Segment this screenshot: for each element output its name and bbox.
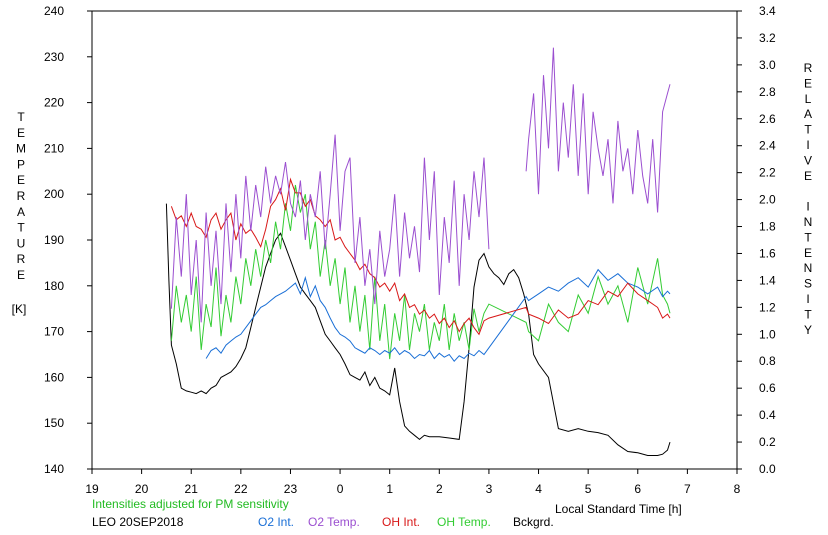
right-tick-label: 1.0 [759, 327, 776, 341]
left-axis-letter: R [17, 252, 26, 266]
left-axis-letter: R [17, 189, 26, 203]
series-line-ohint [170, 177, 671, 336]
right-axis-letter: Y [804, 323, 812, 337]
left-axis-letter: T [17, 110, 25, 124]
right-tick-label: 0.0 [759, 462, 776, 476]
right-tick-label: 0.6 [759, 381, 776, 395]
left-tick-label: 150 [44, 416, 64, 430]
legend-entry: O2 Int. [258, 515, 294, 529]
right-tick-label: 3.4 [759, 4, 776, 18]
left-axis-letter: E [17, 173, 25, 187]
left-tick-label: 230 [44, 50, 64, 64]
left-axis-letter: M [16, 142, 26, 156]
x-tick-label: 5 [585, 482, 592, 496]
left-tick-label: 190 [44, 233, 64, 247]
right-tick-label: 2.8 [759, 85, 776, 99]
x-tick-label: 6 [634, 482, 641, 496]
right-tick-label: 0.2 [759, 435, 776, 449]
station-label: LEO 20SEP2018 [92, 515, 184, 529]
left-axis-letter: E [17, 126, 25, 140]
left-tick-label: 140 [44, 462, 64, 476]
x-tick-label: 23 [284, 482, 298, 496]
right-axis-letter: E [804, 246, 812, 260]
right-axis-letter: I [806, 200, 809, 214]
left-tick-label: 160 [44, 370, 64, 384]
right-tick-label: 1.8 [759, 220, 776, 234]
series-line-ohtemp [170, 184, 671, 360]
x-tick-label: 8 [734, 482, 741, 496]
left-tick-label: 170 [44, 325, 64, 339]
legend-entry: O2 Temp. [308, 515, 360, 529]
right-axis-letter: N [804, 215, 813, 229]
series-line-o2temp_b [525, 47, 671, 213]
x-tick-label: 19 [85, 482, 99, 496]
right-tick-label: 3.0 [759, 58, 776, 72]
right-axis-ticks: 0.0 0.2 0.4 0.6 0.8 1.0 1.2 1.4 1.6 1.8 2.0 2.2 2.4 2… [737, 4, 776, 476]
series-line-bckgrd [165, 203, 671, 456]
left-tick-label: 240 [44, 4, 64, 18]
left-axis-letter: U [17, 236, 26, 250]
left-tick-label: 210 [44, 141, 64, 155]
left-axis-letter: E [17, 268, 25, 282]
series-line-o2int [205, 268, 671, 362]
x-axis-label: Local Standard Time [h] [555, 502, 682, 516]
legend-entry: Bckgrd. [513, 515, 554, 529]
x-tick-label: 7 [684, 482, 691, 496]
right-axis-letter: N [804, 261, 813, 275]
right-axis-letter: T [804, 123, 812, 137]
right-tick-label: 0.4 [759, 408, 776, 422]
legend-entry: OH Int. [382, 515, 420, 529]
x-axis-ticks: 19 20 21 22 23 0 1 2 3 4 5 6 7 8 [85, 469, 741, 496]
left-axis-letter: T [17, 221, 25, 235]
series-layer [165, 47, 671, 456]
right-axis-letter: I [806, 292, 809, 306]
legend-entry: OH Temp. [437, 515, 491, 529]
x-tick-label: 0 [337, 482, 344, 496]
left-tick-label: 220 [44, 96, 64, 110]
right-axis-letter: T [804, 230, 812, 244]
right-tick-label: 1.4 [759, 273, 776, 287]
x-tick-label: 22 [234, 482, 248, 496]
legend: O2 Int. O2 Temp. OH Int. OH Temp. Bckgrd. [258, 515, 554, 529]
left-tick-label: 200 [44, 187, 64, 201]
x-tick-label: 3 [486, 482, 493, 496]
left-axis-letter: A [17, 205, 25, 219]
x-tick-label: 2 [436, 482, 443, 496]
x-tick-label: 4 [535, 482, 542, 496]
right-axis-letter: T [804, 307, 812, 321]
right-tick-label: 2.0 [759, 193, 776, 207]
right-tick-label: 2.6 [759, 112, 776, 126]
right-axis-letter: S [804, 277, 812, 291]
right-axis-letter: E [804, 169, 812, 183]
right-tick-label: 0.8 [759, 354, 776, 368]
series-line-o2temp_a [170, 134, 490, 323]
right-tick-label: 1.6 [759, 246, 776, 260]
left-axis-unit: [K] [12, 302, 27, 316]
right-tick-label: 2.4 [759, 139, 776, 153]
right-axis-letter: E [804, 76, 812, 90]
right-axis-letter: L [805, 92, 812, 106]
right-axis-letter: I [806, 138, 809, 152]
x-tick-label: 20 [135, 482, 149, 496]
right-axis-letter: A [804, 107, 812, 121]
right-tick-label: 1.2 [759, 300, 776, 314]
left-axis-letter: P [17, 157, 25, 171]
right-tick-label: 3.2 [759, 31, 776, 45]
annotation-text: Intensities adjusted for PM sensitivity [92, 497, 289, 511]
right-tick-label: 2.2 [759, 166, 776, 180]
right-axis-letter: V [804, 153, 812, 167]
left-axis-ticks: 140 150 160 170 180 190 200 210 220 230 240 [44, 4, 92, 476]
right-axis-letter: R [804, 61, 813, 75]
x-tick-label: 21 [185, 482, 199, 496]
left-tick-label: 180 [44, 279, 64, 293]
x-tick-label: 1 [386, 482, 393, 496]
